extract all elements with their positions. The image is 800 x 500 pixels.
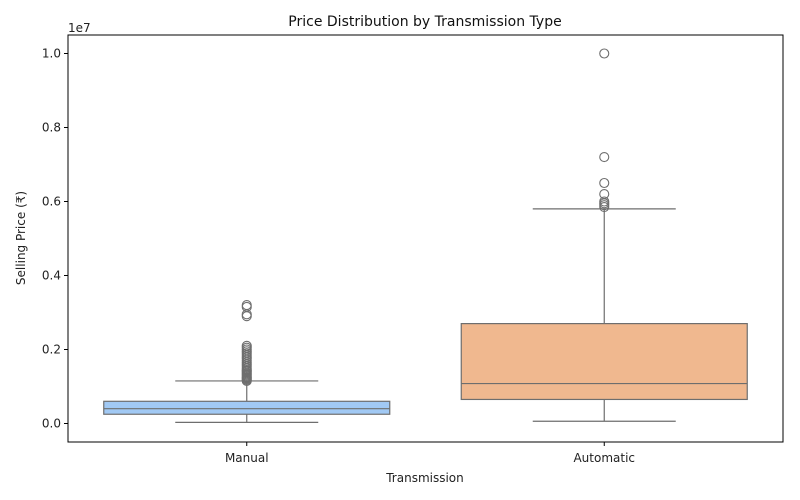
plot-frame: [67, 34, 784, 443]
y-tick-label: 0.4: [42, 269, 61, 283]
outlier-point: [599, 196, 610, 207]
y-axis: 0.0 0.2 0.4 0.6 0.8 1.0: [42, 47, 68, 431]
chart-title: Price Distribution by Transmission Type: [288, 14, 561, 30]
y-tick-label: 0.0: [42, 417, 61, 431]
outlier-point: [599, 48, 610, 59]
y-tick-label: 0.6: [42, 195, 61, 209]
y-axis-label: Selling Price (₹): [14, 191, 28, 285]
outlier-point: [599, 152, 610, 163]
y-tick-label: 0.8: [42, 121, 61, 135]
boxes-group: [103, 48, 748, 423]
y-tick-label: 1.0: [42, 47, 61, 61]
y-offset-label: 1e7: [68, 21, 91, 35]
outlier-point: [599, 189, 610, 200]
x-tick-label: Automatic: [573, 451, 635, 465]
box-automatic: [460, 323, 748, 401]
outlier-point: [241, 300, 252, 311]
x-axis: Manual Automatic: [225, 442, 635, 465]
outlier-point: [241, 340, 252, 351]
x-tick-label: Manual: [225, 451, 269, 465]
x-axis-label: Transmission: [385, 471, 464, 485]
box-manual: [103, 400, 391, 415]
y-tick-label: 0.2: [42, 343, 61, 357]
outlier-point: [599, 177, 610, 189]
